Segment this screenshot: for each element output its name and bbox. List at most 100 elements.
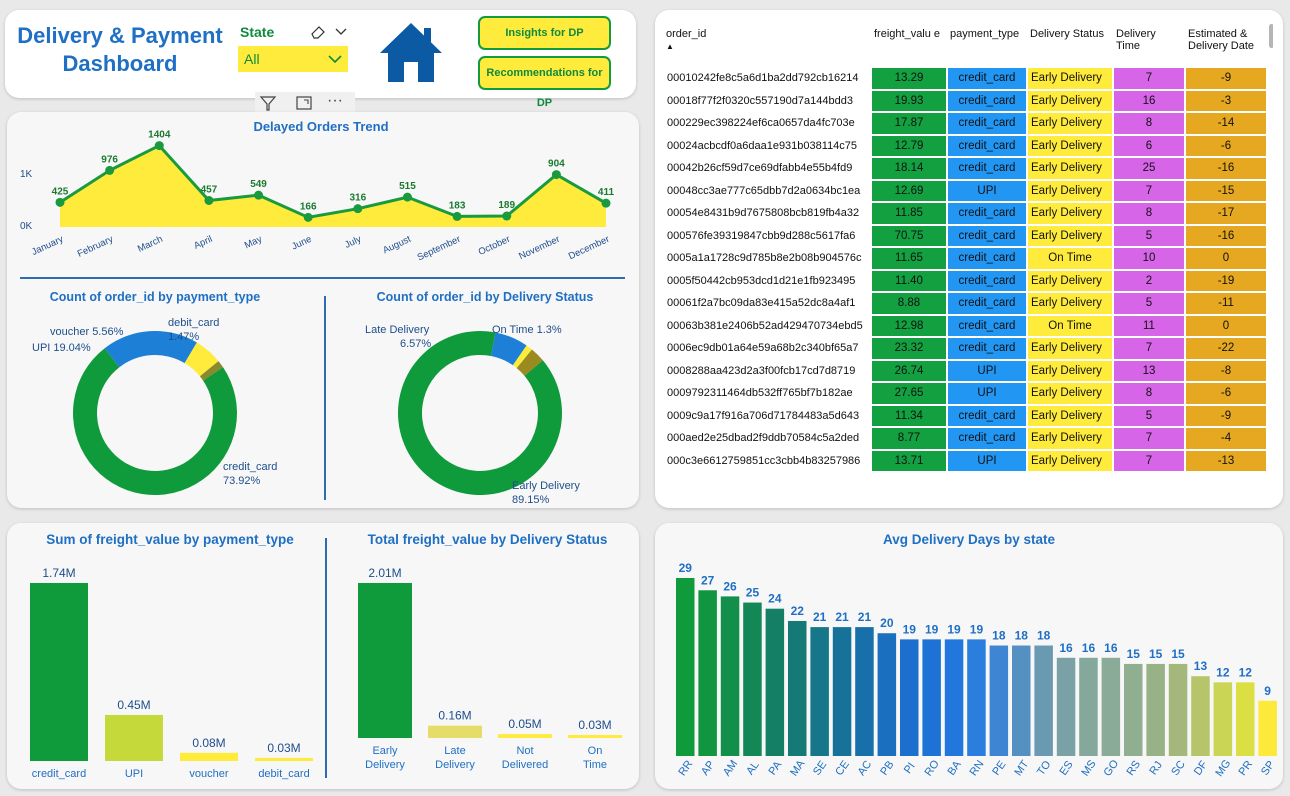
cell-order-id: 0009792311464db532ff765bf7b182ae	[667, 387, 853, 400]
table-row[interactable]: 000229ec398224ef6ca0657da4fc703e 17.87 cre…	[664, 113, 1266, 134]
trend-point[interactable]	[105, 165, 115, 175]
bar-df[interactable]	[1191, 676, 1210, 756]
column-header-payment-type[interactable]: payment_type	[950, 28, 1020, 40]
bar-rj[interactable]	[1146, 663, 1165, 756]
table-row[interactable]: 0006ec9db01a64e59a68b2c340bf65a7 23.32 cre…	[664, 338, 1266, 359]
cell-delivery-time: 7	[1114, 68, 1184, 89]
bar-se[interactable]	[810, 627, 829, 756]
table-row[interactable]: 0008288aa423d2a3f00fcb17cd7d8719 26.74 UPI…	[664, 360, 1266, 381]
donut-slice-upi[interactable]	[104, 331, 197, 368]
column-header-delivery-status[interactable]: Delivery Status	[1030, 28, 1104, 40]
bar-pr[interactable]	[1236, 682, 1255, 756]
home-icon[interactable]	[378, 20, 444, 86]
trend-point[interactable]	[55, 197, 65, 207]
bar-rr[interactable]	[676, 578, 695, 756]
bar-al[interactable]	[743, 602, 762, 756]
column-header-delivery-time[interactable]: Delivery Time	[1116, 28, 1156, 52]
filter-icon[interactable]	[259, 94, 277, 112]
column-header-order-id[interactable]: order_id ▲	[664, 26, 870, 66]
avg-delivery-days-chart: 29 RR 27 AP 26 AM 25 AL 24 PA 22 MA 21 SE 21 CE 21 AC 20 PB…	[676, 561, 1277, 779]
table-row[interactable]: 0005f50442cb953dcd1d21e1fb923495 11.40 cre…	[664, 270, 1266, 291]
bar-es[interactable]	[1056, 657, 1076, 756]
trend-point[interactable]	[303, 212, 313, 222]
dashboard-title: Delivery & Payment Dashboard	[10, 22, 230, 78]
trend-point[interactable]	[402, 192, 412, 202]
bar-am[interactable]	[720, 596, 740, 756]
chevron-down-icon[interactable]	[335, 28, 347, 35]
table-row[interactable]: 00061f2a7bc09da83e415a52dc8a4af1 8.88 cred…	[664, 293, 1266, 314]
bar-mt[interactable]	[1012, 645, 1031, 756]
freight-by-status-title: Total freight_value by Delivery Status	[367, 532, 608, 547]
table-row[interactable]: 000aed2e25dbad2f9ddb70584c5a2ded 8.77 cred…	[664, 428, 1266, 449]
table-row[interactable]: 0009c9a17f916a706d71784483a5d643 11.34 cre…	[664, 405, 1266, 426]
bar-ro[interactable]	[922, 639, 941, 756]
bar-upi[interactable]	[105, 714, 163, 761]
trend-point[interactable]	[601, 198, 611, 208]
cell-delivery-time: 8	[1114, 113, 1184, 134]
cell-estimated-date: -4	[1186, 428, 1266, 449]
bar-voucher[interactable]	[180, 752, 238, 761]
bar-early-delivery[interactable]	[358, 583, 412, 738]
bar-go[interactable]	[1101, 657, 1121, 756]
bar-not-delivered[interactable]	[498, 734, 552, 738]
table-scrollbar[interactable]	[1269, 24, 1273, 48]
donut-slice-late-delivery[interactable]	[491, 332, 527, 366]
more-options-icon[interactable]: ···	[327, 92, 343, 109]
bar-credit-card[interactable]	[30, 583, 88, 761]
bar-sc[interactable]	[1168, 663, 1188, 756]
cell-freight-value: 18.14	[872, 158, 946, 179]
table-row[interactable]: 00010242fe8c5a6d1ba2dd792cb16214 13.29 cre…	[664, 68, 1266, 89]
bar-sp[interactable]	[1258, 700, 1277, 756]
bar-pi[interactable]	[900, 639, 919, 756]
bar-ap[interactable]	[698, 590, 717, 756]
recommendations-button[interactable]: Recommendations for DP	[478, 56, 611, 109]
bar-rn[interactable]	[967, 639, 986, 756]
table-row[interactable]: 00063b381e2406b52ad429470734ebd5 12.98 cre…	[664, 315, 1266, 336]
bar-rs[interactable]	[1124, 663, 1143, 756]
donut-slice-debit-card[interactable]	[199, 361, 223, 381]
table-row[interactable]: 00024acbcdf0a6daa1e931b038114c75 12.79 cre…	[664, 135, 1266, 156]
table-row[interactable]: 000576fe39319847cbb9d288c5617fa6 70.75 cre…	[664, 225, 1266, 246]
bar-mg[interactable]	[1213, 682, 1233, 756]
table-row[interactable]: 00018f77f2f0320c557190d7a144bdd3 19.93 cre…	[664, 90, 1266, 111]
bar-to[interactable]	[1034, 645, 1053, 756]
column-header-freight-value[interactable]: freight_valu e	[874, 28, 941, 40]
eraser-icon[interactable]	[311, 26, 325, 39]
donut-slice-voucher[interactable]	[184, 342, 219, 377]
bar-pb[interactable]	[877, 633, 897, 756]
bar-ms[interactable]	[1079, 657, 1098, 756]
bar-ma[interactable]	[788, 620, 807, 756]
bar-value-label: 19	[970, 622, 984, 636]
cell-delivery-status: Early Delivery	[1028, 68, 1112, 89]
table-row[interactable]: 00054e8431b9d7675808bcb819fb4a32 11.85 cre…	[664, 203, 1266, 224]
trend-point[interactable]	[551, 170, 561, 180]
bar-on-time[interactable]	[568, 735, 622, 738]
table-row[interactable]: 0005a1a1728c9d785b8e2b08b904576c 11.65 cre…	[664, 248, 1266, 269]
focus-mode-icon[interactable]	[295, 95, 313, 111]
bar-pa[interactable]	[765, 608, 785, 756]
cell-freight-value: 11.34	[872, 405, 946, 426]
donut-slice-not-delivered[interactable]	[516, 349, 543, 376]
trend-point[interactable]	[452, 211, 462, 221]
state-dropdown[interactable]: All	[238, 46, 348, 72]
bar-debit-card[interactable]	[255, 757, 313, 761]
bar-late-delivery[interactable]	[428, 725, 482, 738]
table-row[interactable]: 000c3e6612759851cc3cbb4b83257986 13.71 UPI…	[664, 450, 1266, 471]
table-row[interactable]: 00042b26cf59d7ce69dfabb4e55b4fd9 18.14 cre…	[664, 158, 1266, 179]
trend-line	[59, 143, 607, 219]
donut-slice-credit-card[interactable]	[73, 348, 237, 495]
bar-ce[interactable]	[832, 627, 852, 756]
column-header-estimated-date[interactable]: Estimated & Delivery Date	[1188, 28, 1255, 52]
trend-point[interactable]	[154, 141, 164, 151]
bar-pe[interactable]	[989, 645, 1009, 756]
bar-ba[interactable]	[944, 639, 964, 756]
trend-point[interactable]	[502, 211, 512, 221]
trend-point[interactable]	[353, 204, 363, 214]
bar-ac[interactable]	[855, 627, 874, 756]
table-row[interactable]: 00048cc3ae777c65dbb7d2a0634bc1ea 12.69 UPI…	[664, 180, 1266, 201]
donut-slice-on-time[interactable]	[512, 345, 532, 369]
insights-button[interactable]: Insights for DP	[478, 16, 611, 50]
table-row[interactable]: 0009792311464db532ff765bf7b182ae 27.65 UPI…	[664, 383, 1266, 404]
trend-point[interactable]	[204, 195, 214, 205]
trend-point[interactable]	[254, 190, 264, 200]
